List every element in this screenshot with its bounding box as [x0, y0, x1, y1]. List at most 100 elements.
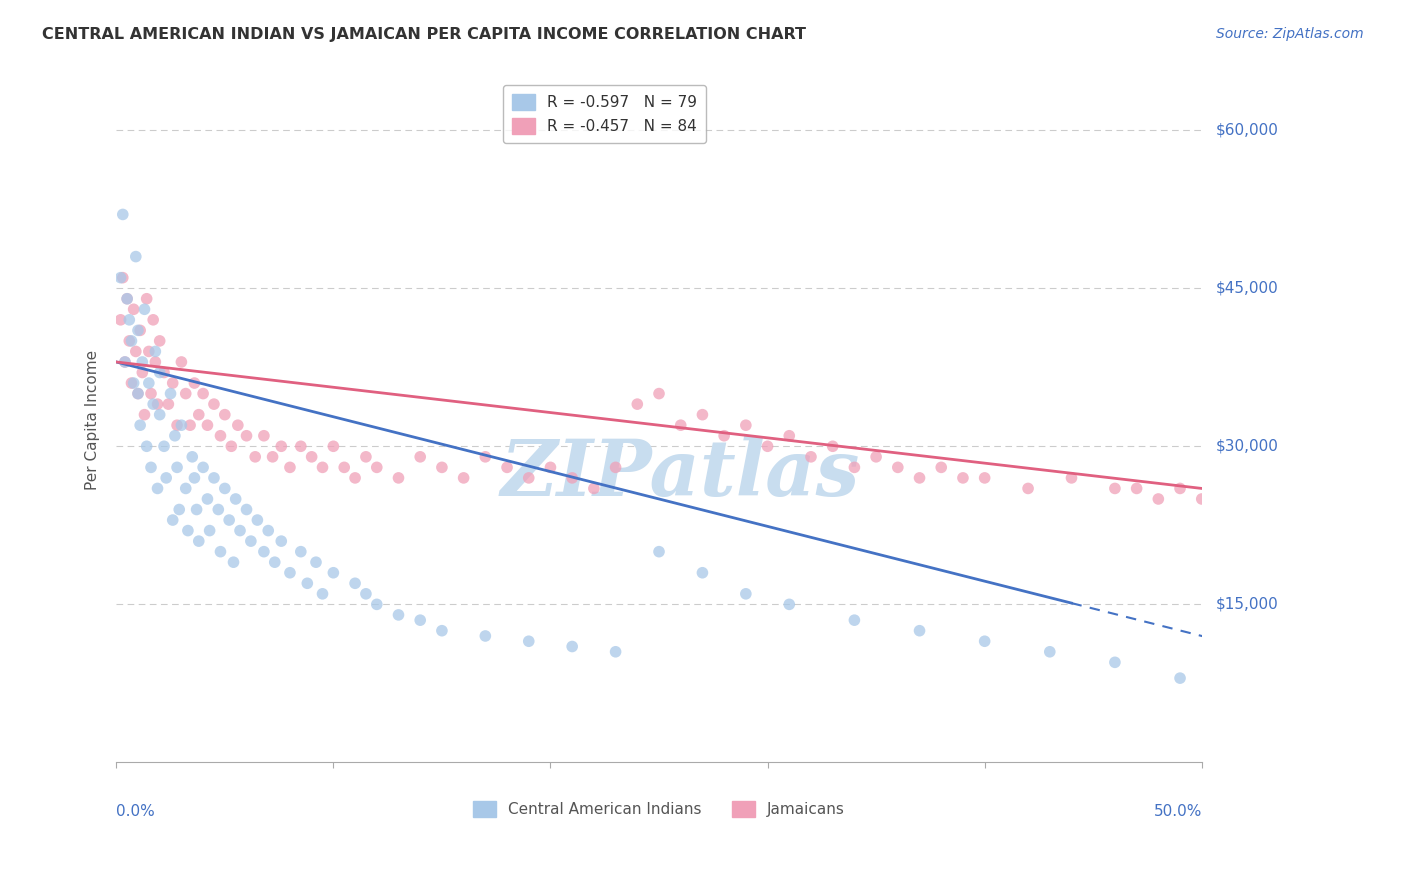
Point: [887, 460, 910, 475]
Point: [138, 376, 160, 390]
Point: [209, 544, 232, 558]
Point: [162, 376, 184, 390]
Point: [229, 524, 252, 538]
Point: [127, 386, 149, 401]
Point: [170, 355, 193, 369]
Point: [198, 524, 221, 538]
Point: [366, 460, 388, 475]
Point: [174, 482, 197, 496]
Point: [354, 587, 377, 601]
Point: [908, 471, 931, 485]
Text: $60,000: $60,000: [1216, 122, 1278, 137]
Point: [605, 460, 627, 475]
Point: [214, 482, 236, 496]
Point: [1104, 656, 1126, 670]
Point: [159, 386, 181, 401]
Point: [183, 471, 205, 485]
Point: [121, 334, 143, 348]
Point: [301, 450, 323, 464]
Point: [253, 544, 276, 558]
Point: [734, 418, 756, 433]
Point: [344, 576, 367, 591]
Point: [245, 450, 267, 464]
Point: [305, 555, 328, 569]
Point: [202, 397, 225, 411]
Point: [344, 471, 367, 485]
Point: [129, 418, 152, 433]
Point: [155, 471, 177, 485]
Point: [143, 355, 166, 369]
Point: [191, 386, 214, 401]
Point: [135, 292, 157, 306]
Point: [561, 640, 583, 654]
Point: [844, 460, 866, 475]
Point: [734, 587, 756, 601]
Point: [278, 460, 301, 475]
Point: [139, 386, 162, 401]
Point: [157, 397, 180, 411]
Point: [322, 566, 344, 580]
Point: [322, 439, 344, 453]
Point: [270, 439, 292, 453]
Point: [146, 397, 169, 411]
Point: [908, 624, 931, 638]
Point: [153, 439, 176, 453]
Point: [366, 598, 388, 612]
Point: [118, 334, 141, 348]
Point: [290, 544, 312, 558]
Point: [1017, 482, 1039, 496]
Point: [262, 450, 284, 464]
Point: [111, 207, 134, 221]
Point: [153, 366, 176, 380]
Point: [430, 624, 453, 638]
Point: [239, 534, 262, 549]
Point: [143, 344, 166, 359]
Point: [110, 270, 132, 285]
Point: [177, 524, 200, 538]
Point: [1060, 471, 1083, 485]
Point: [582, 482, 605, 496]
Point: [756, 439, 779, 453]
Point: [131, 366, 153, 380]
Point: [225, 491, 247, 506]
Point: [167, 502, 190, 516]
Point: [235, 502, 257, 516]
Point: [135, 439, 157, 453]
Point: [648, 386, 671, 401]
Point: [257, 524, 280, 538]
Point: [166, 460, 188, 475]
Text: ZIPatlas: ZIPatlas: [501, 436, 860, 513]
Point: [209, 429, 232, 443]
Point: [270, 534, 292, 549]
Point: [297, 576, 319, 591]
Point: [354, 450, 377, 464]
Point: [197, 418, 219, 433]
Text: Source: ZipAtlas.com: Source: ZipAtlas.com: [1216, 27, 1364, 41]
Text: 50.0%: 50.0%: [1153, 804, 1202, 819]
Point: [122, 302, 145, 317]
Point: [125, 250, 148, 264]
Point: [179, 418, 201, 433]
Point: [114, 355, 136, 369]
Point: [187, 408, 209, 422]
Point: [170, 418, 193, 433]
Point: [222, 555, 245, 569]
Point: [134, 408, 156, 422]
Point: [122, 376, 145, 390]
Point: [149, 334, 172, 348]
Point: [821, 439, 844, 453]
Point: [540, 460, 562, 475]
Point: [142, 313, 165, 327]
Point: [929, 460, 952, 475]
Point: [163, 429, 186, 443]
Point: [235, 429, 257, 443]
Point: [973, 471, 995, 485]
Point: [1191, 491, 1213, 506]
Point: [197, 491, 219, 506]
Point: [207, 502, 229, 516]
Point: [290, 439, 312, 453]
Point: [973, 634, 995, 648]
Point: [142, 397, 165, 411]
Point: [186, 502, 208, 516]
Point: [844, 613, 866, 627]
